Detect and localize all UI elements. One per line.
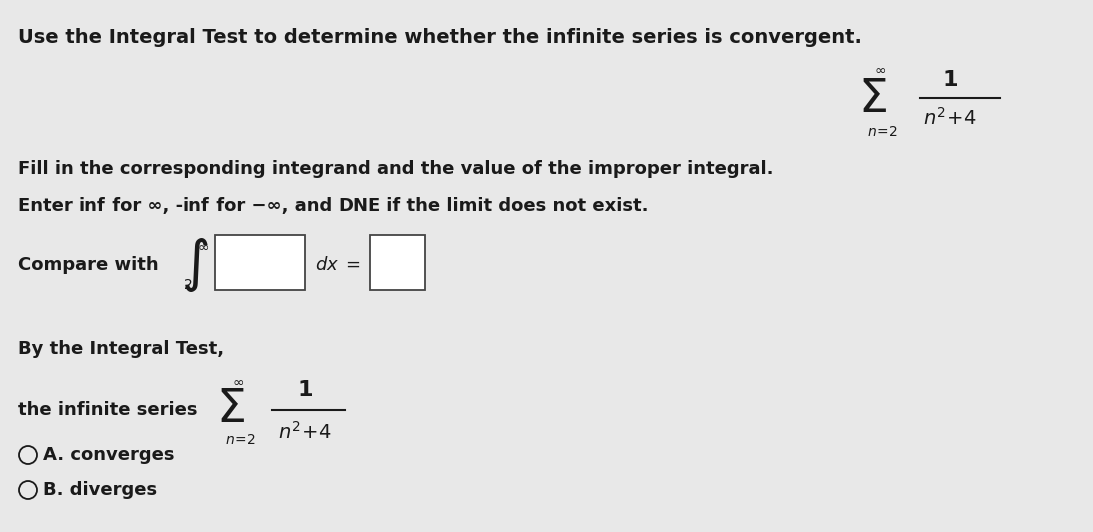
- FancyBboxPatch shape: [215, 235, 305, 290]
- Text: the infinite series: the infinite series: [17, 401, 198, 419]
- Text: B. diverges: B. diverges: [43, 481, 157, 499]
- Text: $n\!=\!2$: $n\!=\!2$: [225, 433, 256, 447]
- Text: for ∞, -: for ∞, -: [106, 197, 183, 215]
- FancyBboxPatch shape: [371, 235, 425, 290]
- Text: $\Sigma$: $\Sigma$: [858, 78, 886, 122]
- Text: Use the Integral Test to determine whether the infinite series is convergent.: Use the Integral Test to determine wheth…: [17, 28, 862, 47]
- Text: $\infty$: $\infty$: [232, 375, 244, 389]
- Text: Enter: Enter: [17, 197, 79, 215]
- Text: for −∞, and: for −∞, and: [210, 197, 338, 215]
- Text: $\Sigma$: $\Sigma$: [215, 387, 245, 433]
- Text: A. converges: A. converges: [43, 446, 175, 464]
- Text: $n^2\!+\!4$: $n^2\!+\!4$: [924, 107, 977, 129]
- Text: Fill in the corresponding integrand and the value of the improper integral.: Fill in the corresponding integrand and …: [17, 160, 774, 178]
- Text: 1: 1: [942, 70, 957, 90]
- Text: if the limit does not exist.: if the limit does not exist.: [380, 197, 649, 215]
- Text: $2$: $2$: [184, 278, 192, 292]
- Text: $\infty$: $\infty$: [197, 240, 209, 254]
- Text: $\infty$: $\infty$: [874, 63, 886, 77]
- Text: $\int$: $\int$: [181, 236, 209, 294]
- Text: inf: inf: [79, 197, 106, 215]
- Text: DNE: DNE: [338, 197, 380, 215]
- Text: 1: 1: [297, 380, 313, 400]
- Text: By the Integral Test,: By the Integral Test,: [17, 340, 224, 358]
- Text: $n\!=\!2$: $n\!=\!2$: [867, 125, 897, 139]
- Text: Compare with: Compare with: [17, 256, 158, 274]
- Text: $n^2\!+\!4$: $n^2\!+\!4$: [279, 421, 331, 443]
- Text: inf: inf: [183, 197, 210, 215]
- Text: $dx\;=$: $dx\;=$: [315, 256, 361, 274]
